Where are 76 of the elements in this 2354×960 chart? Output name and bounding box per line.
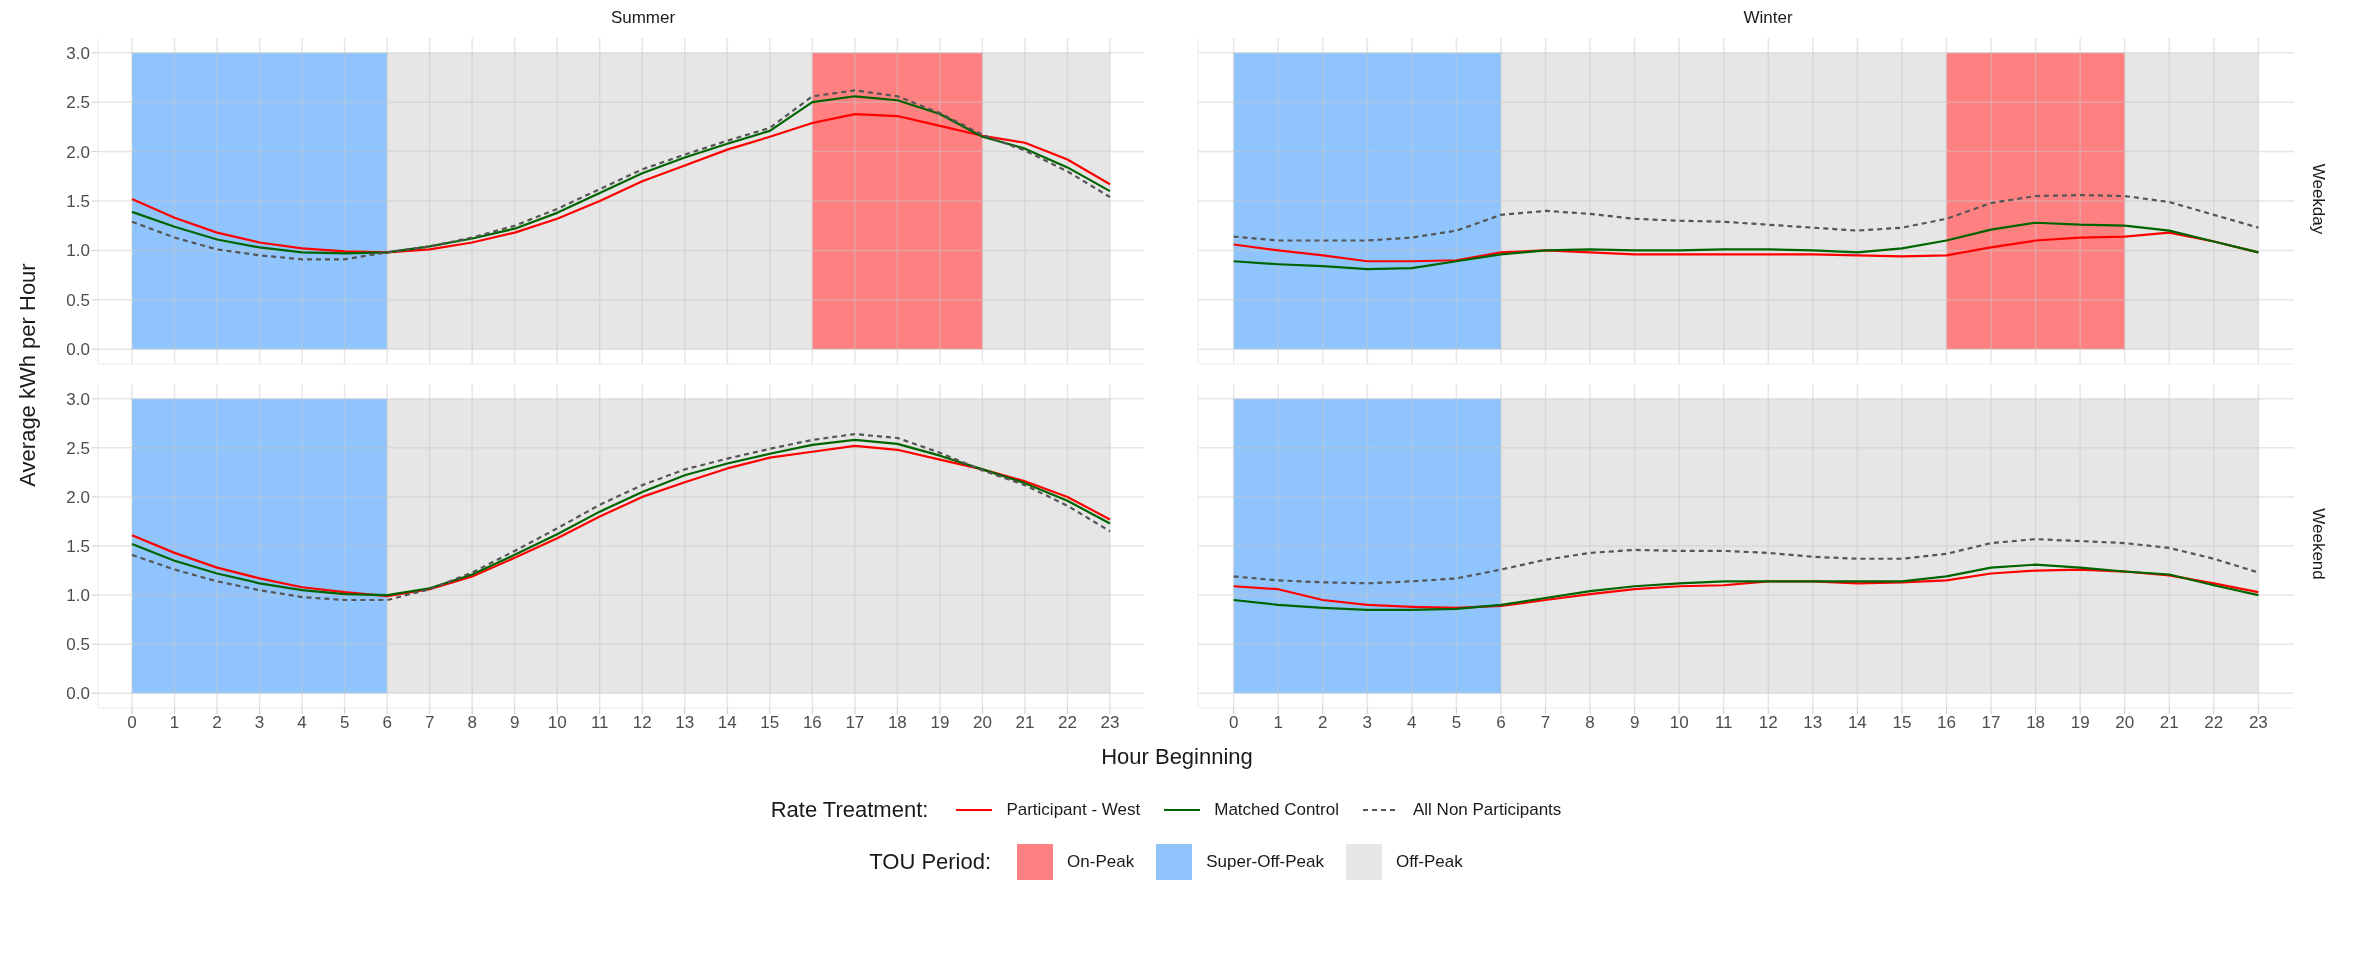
chart-title: Summer (609, 8, 677, 29)
x-tick-label: 12 (632, 713, 652, 733)
x-tick-label: 13 (675, 713, 695, 733)
x-tick-label: 20 (972, 713, 992, 733)
text: Weekday (2308, 163, 2328, 235)
x-tick-label: 1 (1273, 713, 1283, 733)
x-tick-label: 19 (930, 713, 950, 733)
x-tick-label: 2 (1318, 713, 1328, 733)
y-tick-label: 1.0 (66, 586, 90, 606)
legend-label: Super-Off-Peak (1206, 852, 1324, 872)
x-tick-label: 7 (424, 713, 435, 733)
x-tick-label: 5 (339, 713, 350, 733)
x-tick-label: 0 (127, 713, 137, 733)
x-tick-label: 17 (1981, 713, 2001, 733)
x-tick-label: 9 (509, 713, 520, 733)
x-tick-label: 5 (1451, 713, 1462, 733)
x-tick-label: 21 (2159, 713, 2179, 733)
legend-title: TOU Period: (869, 849, 992, 875)
x-tick-label: 18 (2026, 713, 2046, 733)
x-tick-label: 23 (2248, 713, 2268, 733)
y-tick-label: 3.0 (66, 43, 90, 63)
x-tick-label: 13 (1803, 713, 1823, 733)
x-tick-label: 6 (382, 713, 392, 733)
y-axis-title: Average kWh per Hour (15, 263, 41, 487)
x-tick-label: 12 (1758, 713, 1778, 733)
y-tick-label: 0.5 (66, 290, 90, 310)
x-tick-label: 11 (1714, 713, 1733, 733)
x-tick-label: 1 (169, 713, 180, 733)
x-tick-label: 16 (802, 713, 822, 733)
y-tick-label: 2.0 (66, 142, 90, 162)
x-tick-label: 8 (1585, 713, 1595, 733)
x-tick-label: 17 (845, 713, 865, 733)
chart-title: Winter (1742, 8, 1794, 29)
x-tick-label: 22 (2204, 713, 2224, 733)
x-tick-label: 10 (1669, 713, 1689, 733)
y-tick-label: 2.0 (66, 487, 90, 507)
x-tick-label: 8 (467, 713, 477, 733)
x-axis-title: Hour Beginning (1100, 744, 1254, 770)
x-tick-label: 2 (212, 713, 222, 733)
x-tick-label: 3 (254, 713, 265, 733)
x-tick-label: 15 (760, 713, 780, 733)
text: Weekend (2308, 508, 2329, 580)
legend-label: All Non Participants (1412, 800, 1562, 820)
x-tick-label: 23 (1100, 713, 1120, 733)
legend-label: Participant - West (1006, 800, 1141, 820)
legend-label: Off-Peak (1395, 852, 1463, 872)
x-tick-label: 9 (1629, 713, 1640, 733)
x-tick-label: 4 (297, 713, 307, 733)
legend-label: Matched Control (1214, 800, 1339, 820)
y-tick-label: 0.5 (66, 635, 90, 655)
x-tick-label: 14 (717, 713, 737, 733)
x-tick-label: 4 (1407, 713, 1417, 733)
y-tick-label: 1.0 (66, 241, 90, 261)
x-tick-label: 7 (1540, 713, 1551, 733)
x-tick-label: 14 (1847, 713, 1867, 733)
x-tick-label: 10 (547, 713, 567, 733)
x-tick-label: 18 (887, 713, 907, 733)
legend-label: On-Peak (1067, 852, 1135, 872)
x-tick-label: 3 (1362, 713, 1373, 733)
y-tick-label: 0.0 (66, 340, 90, 360)
y-tick-label: 2.5 (66, 438, 90, 458)
x-tick-label: 0 (1228, 713, 1239, 733)
x-tick-label: 21 (1015, 713, 1035, 733)
x-tick-label: 22 (1058, 713, 1077, 733)
x-tick-label: 11 (590, 713, 609, 733)
y-tick-label: 1.5 (66, 192, 90, 212)
legend-title: Rate Treatment: (770, 797, 929, 823)
y-tick-label: 1.5 (66, 537, 90, 557)
y-tick-label: 3.0 (66, 389, 90, 409)
x-tick-label: 6 (1496, 713, 1506, 733)
x-tick-label: 15 (1892, 713, 1912, 733)
y-tick-label: 0.0 (66, 684, 90, 704)
y-tick-label: 2.5 (66, 93, 90, 113)
x-tick-label: 16 (1937, 713, 1956, 733)
x-tick-label: 19 (2070, 713, 2090, 733)
x-tick-label: 20 (2115, 713, 2135, 733)
